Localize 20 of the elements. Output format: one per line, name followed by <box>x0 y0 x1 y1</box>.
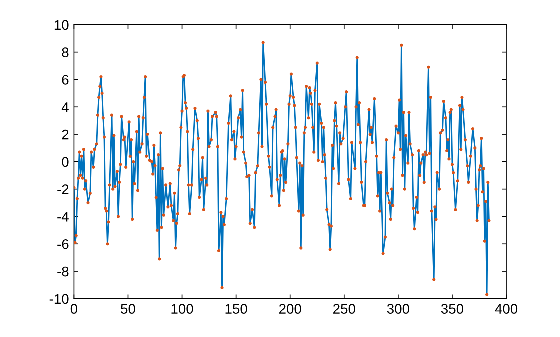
x-tick-label: 0 <box>70 304 78 314</box>
y-tick-label: 4 <box>62 102 69 112</box>
x-tick-label: 250 <box>334 304 356 314</box>
y-tick-label: 0 <box>62 157 69 168</box>
x-tick-label: 150 <box>226 304 248 314</box>
y-tick-label: 2 <box>62 130 69 140</box>
y-tick-label: 10 <box>54 20 69 30</box>
y-tick-label: -8 <box>58 266 69 277</box>
x-tick-label: 50 <box>121 304 136 314</box>
x-tick-label: 400 <box>495 304 518 314</box>
x-tick-label: 300 <box>387 304 410 314</box>
x-tick-label: 100 <box>172 304 194 314</box>
y-tick-label: -4 <box>58 212 69 222</box>
y-tick-label: 6 <box>62 75 69 85</box>
y-tick-label: -6 <box>58 239 69 250</box>
y-tick-label: 8 <box>62 48 69 58</box>
x-tick-label: 200 <box>279 304 302 314</box>
y-tick-label: -2 <box>58 184 69 194</box>
x-tick-label: 350 <box>441 304 464 314</box>
y-tick-label: -10 <box>50 294 69 304</box>
